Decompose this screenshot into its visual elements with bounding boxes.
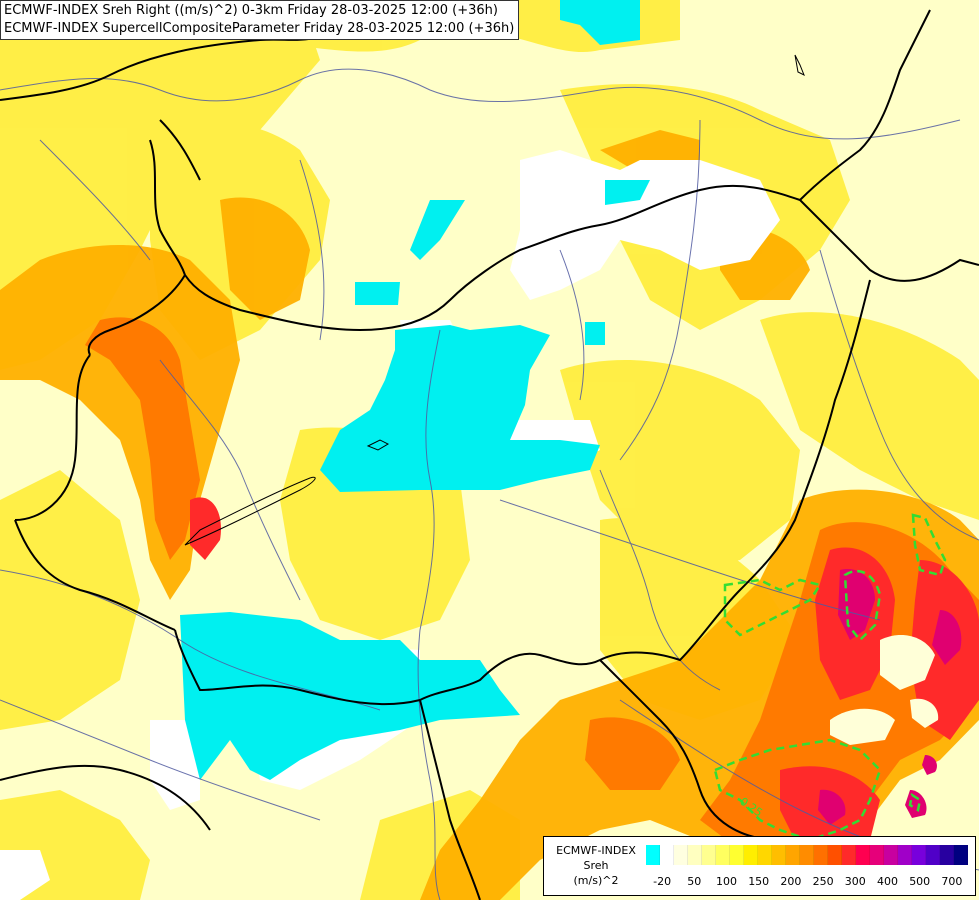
legend-swatch [954, 845, 968, 865]
legend-swatch [688, 845, 702, 865]
legend-swatch [716, 845, 730, 865]
legend-tick-label: 150 [748, 875, 770, 888]
legend-swatch [814, 845, 828, 865]
legend-tick-label: 100 [716, 875, 737, 888]
legend-swatch [842, 845, 856, 865]
map-title-box: ECMWF-INDEX Sreh Right ((m/s)^2) 0-3km F… [0, 0, 520, 40]
legend-tick-label: 200 [780, 875, 802, 888]
legend-swatch [702, 845, 716, 865]
legend-title-line-1: ECMWF-INDEX [556, 844, 636, 857]
scp-contours [713, 513, 947, 842]
legend-swatch [744, 845, 758, 865]
legend-tick-label: 700 [941, 875, 963, 888]
legend-swatch [758, 845, 772, 865]
legend-tick-label: 500 [909, 875, 931, 888]
legend-color-bar [646, 845, 968, 865]
legend-swatch [828, 845, 842, 865]
title-line-scp: ECMWF-INDEX SupercellCompositeParameter … [4, 21, 515, 36]
legend-swatch [940, 845, 954, 865]
legend-tick-label: 50 [687, 875, 702, 888]
title-line-sreh: ECMWF-INDEX Sreh Right ((m/s)^2) 0-3km F… [4, 3, 498, 18]
legend-swatch [926, 845, 940, 865]
legend-swatch [646, 845, 660, 865]
river-network [0, 68, 979, 900]
legend-swatch [772, 845, 786, 865]
legend-swatch [884, 845, 898, 865]
legend-swatch [674, 845, 688, 865]
lake-outlines [184, 54, 805, 546]
legend-swatch [912, 845, 926, 865]
color-legend: ECMWF-INDEX Sreh (m/s)^2 -20 50 100 150 200 2… [543, 836, 976, 896]
legend-tick-label: -20 [653, 875, 672, 888]
legend-tick-label: 250 [812, 875, 834, 888]
legend-tick-label: 400 [877, 875, 898, 888]
helicity-fill-cyan [180, 0, 650, 780]
legend-swatch [898, 845, 912, 865]
legend-swatch [870, 845, 884, 865]
legend-title: ECMWF-INDEX Sreh (m/s)^2 [546, 843, 646, 888]
legend-title-line-2: Sreh [583, 859, 609, 872]
legend-swatch [660, 845, 674, 865]
legend-tick-label: 300 [844, 875, 866, 888]
helicity-fill-white-pockets [830, 635, 939, 745]
legend-swatch [800, 845, 814, 865]
legend-swatch [730, 845, 744, 865]
legend-tick-row: -20 50 100 150 200 250 300 400 500 700 [646, 875, 968, 891]
legend-title-line-3: (m/s)^2 [573, 874, 619, 887]
legend-swatch [856, 845, 870, 865]
legend-swatch [786, 845, 800, 865]
